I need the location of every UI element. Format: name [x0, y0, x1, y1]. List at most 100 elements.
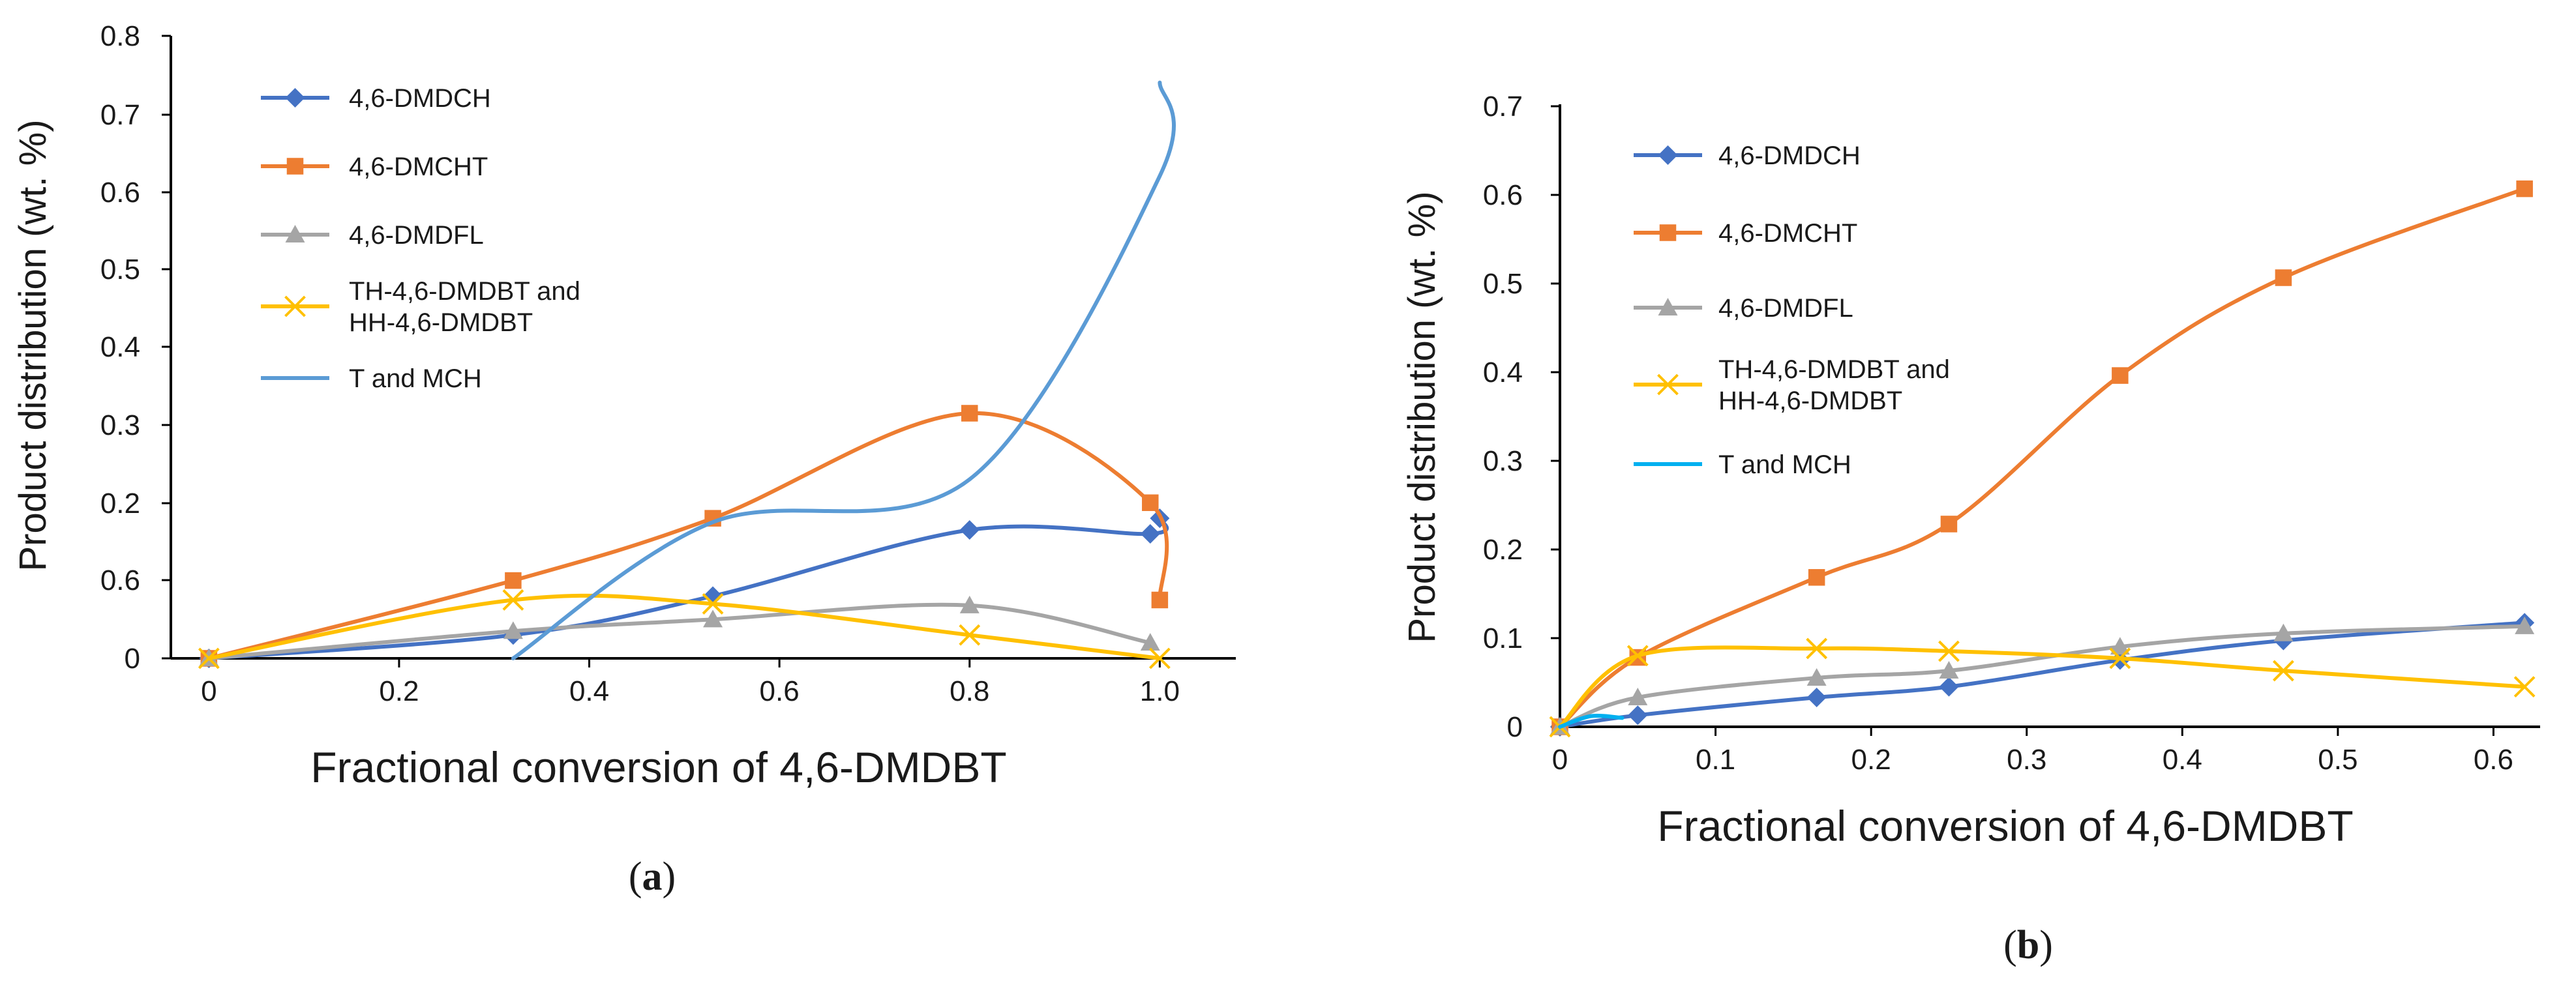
panel-b-series-2-line — [1558, 186, 2527, 729]
panel-b-legend-entry-3-marker — [1658, 298, 1678, 315]
panel-a-series-3-point-5 — [1140, 633, 1160, 651]
panel-a-legend-entry-3: 4,6-DMDFL — [261, 221, 484, 250]
panel-a-series-4-point-2-stroke-b — [502, 589, 524, 611]
panel-b-series-4-point-3-stroke-b — [1806, 637, 1828, 660]
panel-b-series-2-point-5 — [2112, 367, 2129, 384]
panel-b-y-tick-label: 0.6 — [1483, 179, 1523, 211]
panel-b-series-4-point-7-stroke-b — [2513, 676, 2536, 698]
panel-b-legend-entry-5: T and MCH — [1634, 450, 1851, 479]
panel-b-series-4-point-3 — [1806, 637, 1828, 660]
panel-a-legend-entry-2-label: 4,6-DMCHT — [349, 153, 488, 181]
panel-a-legend-entry-3-label: 4,6-DMDFL — [349, 221, 484, 250]
panel-b-series-4-point-7 — [2513, 676, 2536, 698]
panel-a-legend-entry-1-label: 4,6-DMDCH — [349, 84, 491, 113]
panel-b-y-tick-label: 0.4 — [1483, 357, 1523, 388]
panel-b-x-tick-label: 0.6 — [2474, 744, 2513, 776]
panel-a-series-4-point-1 — [198, 647, 220, 669]
panel-b-legend-entry-4: TH-4,6-DMDBT and HH-4,6-DMDBT — [1634, 355, 1950, 415]
panel-a-x-tick-label: 0.4 — [569, 675, 609, 707]
panel-b-series-2-point-3 — [1808, 569, 1825, 586]
panel-a-y-tick-label: 0.5 — [100, 254, 140, 286]
panel-b-y-tick-label: 0.1 — [1483, 622, 1523, 654]
panel-a-series-3-point-2 — [503, 621, 523, 639]
panel-b-legend-entry-4-label: TH-4,6-DMDBT and — [1718, 355, 1950, 384]
panel-a-legend-entry-1: 4,6-DMDCH — [261, 84, 491, 113]
panel-b-y-tick-label: 0.7 — [1483, 91, 1523, 123]
panel-b-x-tick-label: 0 — [1552, 744, 1568, 776]
panel-b-y-tick-label: 0 — [1507, 711, 1523, 743]
panel-b-series-4-point-6-stroke-b — [2272, 660, 2294, 682]
panel-a-series-3-point-3 — [703, 609, 723, 628]
panel-b-legend-entry-3-label: 4,6-DMDFL — [1718, 294, 1853, 323]
panel-b-series-3 — [1550, 616, 2535, 735]
panel-a-legend-entry-5-label: T and MCH — [349, 364, 482, 393]
panel-a-y-tick-label: 0.4 — [100, 331, 140, 363]
panel-b-caption-close: ) — [2039, 923, 2053, 967]
panel-b-series-3-point-3 — [1806, 667, 1827, 686]
panel-a-series-2-point-5 — [1142, 494, 1159, 511]
panel-b-y-axis-title: Product distribution (wt. %) — [1401, 191, 1443, 643]
panel-a-legend-entry-3-marker — [285, 225, 305, 242]
panel-b-series-1-line — [1558, 621, 2527, 729]
panel-b-series-4-point-4-stroke-b — [1938, 640, 1960, 662]
panel-b-series-4-point-2-stroke-b — [1626, 645, 1649, 667]
panel-a-caption: (a) — [629, 855, 676, 899]
panel-b-x-tick-label: 0.4 — [2163, 744, 2202, 776]
panel-a-x-axis-title: Fractional conversion of 4,6-DMDBT — [310, 743, 1006, 791]
panel-b-series-3-point-4 — [1939, 661, 1959, 679]
panel-a-y-tick-label: 0.6 — [100, 564, 140, 596]
panel-b-legend-entry-1-marker — [1658, 145, 1678, 165]
panel-b-legend-entry-2: 4,6-DMCHT — [1634, 219, 1857, 248]
panel-a-series-1-point-4 — [959, 520, 980, 540]
panel-b-series-4-point-6 — [2272, 660, 2294, 682]
panel-b-series-2-point-7 — [2516, 180, 2533, 198]
panel-b-series-3-point-6 — [2273, 623, 2294, 641]
panel-b-series-4-line — [1558, 645, 2527, 729]
panel-a-legend-entry-5: T and MCH — [261, 364, 482, 393]
panel-b-series-5-line — [1558, 714, 1625, 729]
panel-b-x-tick-label: 0.2 — [1851, 744, 1891, 776]
panel-b-series-4-point-5 — [2109, 647, 2131, 669]
panel-b-series-3-line — [1558, 624, 2527, 729]
panel-a-series-4-point-3-stroke-b — [702, 593, 724, 615]
panel-a-series-2-point-2 — [505, 572, 522, 589]
panel-b-series-3-point-2 — [1628, 687, 1648, 705]
panel-a-series-4-point-1-stroke-b — [198, 647, 220, 669]
panel-b-legend-entry-4-label: HH-4,6-DMDBT — [1718, 387, 1902, 415]
panel-a-x-tick-label: 0.2 — [379, 675, 419, 707]
panel-b-series-2 — [1551, 180, 2533, 735]
panel-a-series-1-point-3 — [703, 586, 723, 606]
panel-b-legend-entry-1-label: 4,6-DMDCH — [1718, 141, 1861, 170]
panel-a-series-4 — [198, 589, 1171, 669]
panel-b-series-2-point-6 — [2275, 269, 2292, 286]
panel-a-series-4-point-4 — [959, 624, 981, 646]
panel-a-caption-letter: a — [642, 855, 663, 899]
panel-a-y-axis-title: Product distribution (wt. %) — [12, 119, 54, 571]
panel-a-series-4-point-5 — [1148, 647, 1171, 669]
panel-a-legend-entry-4-label: HH-4,6-DMDBT — [349, 308, 533, 337]
panel-b-legend-entry-4-marker-stroke-b — [1657, 373, 1679, 396]
panel-b-series-5 — [1558, 714, 1625, 729]
panel-a-series-5 — [511, 80, 1176, 660]
panel-a-legend: 4,6-DMDCH 4,6-DMCHT 4,6-DMDFL TH-4,6-DMDBT … — [261, 84, 580, 393]
panel-b-legend-entry-4-marker — [1657, 373, 1679, 396]
panel-a-caption-open: ( — [629, 855, 642, 899]
panel-a-series-2-point-6 — [1151, 591, 1169, 609]
panel-b-legend-entry-3: 4,6-DMDFL — [1634, 294, 1853, 323]
panel-b-series-4-point-4 — [1938, 640, 1960, 662]
panel-a-series-3-point-4 — [959, 595, 980, 613]
panel-a-series-4-point-4-stroke-b — [959, 624, 981, 646]
panel-b-series-2-point-4 — [1940, 516, 1958, 533]
panel-b-series-4-point-2 — [1626, 645, 1649, 667]
panel-b-x-tick-label: 0.3 — [2007, 744, 2046, 776]
panel-a-series-4-point-5-stroke-b — [1148, 647, 1171, 669]
panel-a-legend-entry-2-marker — [286, 158, 304, 175]
panel-b-legend-entry-5-label: T and MCH — [1718, 450, 1851, 479]
panel-a-y-tick-label: 0.6 — [100, 177, 140, 209]
panel-a-series-1-point-5 — [1140, 524, 1160, 544]
panel-b-series-3-point-7 — [2515, 616, 2535, 634]
panel-a-y-tick-label: 0.3 — [100, 409, 140, 441]
panel-b-y-tick-label: 0.2 — [1483, 534, 1523, 566]
panel-b-y-tick-label: 0.5 — [1483, 268, 1523, 300]
